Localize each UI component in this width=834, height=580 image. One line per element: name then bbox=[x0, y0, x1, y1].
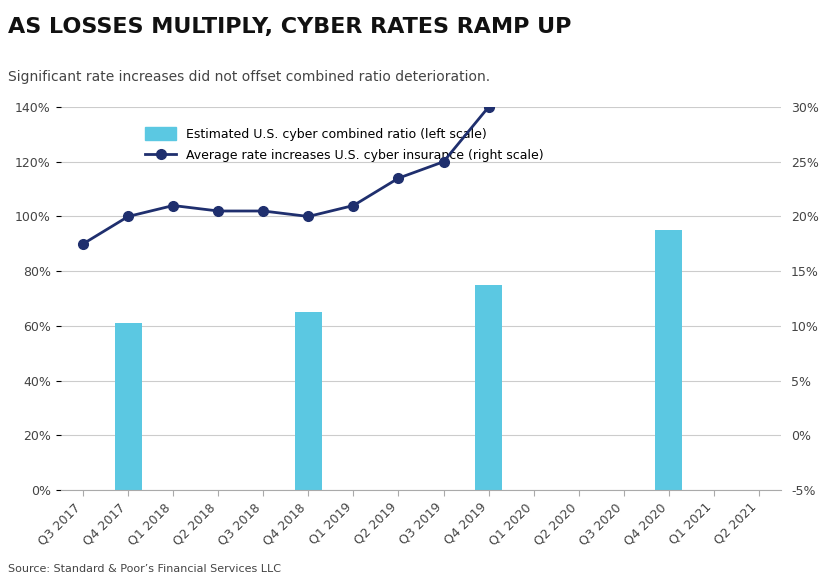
Legend: Estimated U.S. cyber combined ratio (left scale), Average rate increases U.S. cy: Estimated U.S. cyber combined ratio (lef… bbox=[139, 121, 550, 168]
Bar bbox=[656, 230, 682, 490]
Bar bbox=[475, 285, 502, 490]
Text: Source: Standard & Poor’s Financial Services LLC: Source: Standard & Poor’s Financial Serv… bbox=[8, 564, 281, 574]
Bar bbox=[295, 312, 322, 490]
Text: Significant rate increases did not offset combined ratio deterioration.: Significant rate increases did not offse… bbox=[8, 70, 490, 84]
Text: AS LOSSES MULTIPLY, CYBER RATES RAMP UP: AS LOSSES MULTIPLY, CYBER RATES RAMP UP bbox=[8, 17, 572, 37]
Bar bbox=[114, 323, 142, 490]
